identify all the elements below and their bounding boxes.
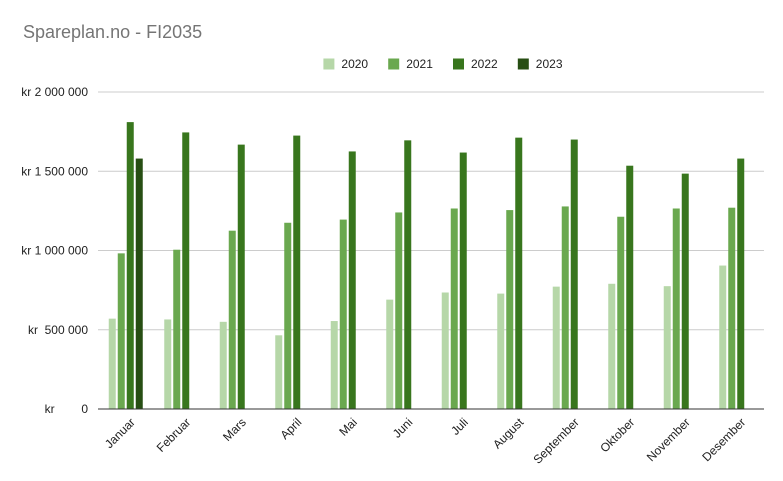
- bar-2020-desember: [719, 265, 727, 409]
- x-tick-label: Juni: [390, 415, 415, 440]
- legend-item-2021: 2021: [388, 57, 433, 71]
- bar-2021-september: [561, 206, 569, 409]
- y-tick-label: kr 500 000: [28, 323, 88, 337]
- bar-2022-desember: [737, 158, 745, 409]
- x-tick-label: September: [530, 415, 581, 466]
- legend-swatch: [323, 58, 335, 70]
- x-tick-label: Februar: [154, 415, 194, 455]
- bar-2021-februar: [173, 249, 181, 409]
- bar-2022-mars: [237, 144, 245, 409]
- bar-2021-juli: [450, 208, 458, 409]
- x-axis: Januar Februar Mars April Mai Juni Juli August S…: [98, 408, 764, 467]
- chart-title: Spareplan.no - FI2035: [23, 22, 202, 42]
- x-tick-label: November: [644, 415, 693, 464]
- x-tick-label: Mai: [336, 415, 360, 439]
- x-tick-label: Januar: [102, 415, 138, 451]
- bar-2021-desember: [728, 207, 736, 409]
- legend-item-2022: 2022: [453, 57, 498, 71]
- bar-2022-januar: [126, 122, 134, 410]
- x-tick-label: Oktober: [597, 415, 637, 455]
- grid: [98, 91, 764, 331]
- legend-swatch: [453, 58, 464, 70]
- legend-item-2023: 2023: [517, 57, 563, 71]
- bar-2022-september: [570, 139, 578, 410]
- bar-2022-juli: [459, 152, 467, 409]
- bar-2021-november: [672, 208, 680, 409]
- legend-label: 2021: [406, 57, 433, 71]
- bar-2020-januar: [108, 318, 116, 409]
- x-tick-label: Mars: [220, 415, 249, 444]
- bar-2022-oktober: [626, 165, 634, 409]
- legend-label: 2020: [341, 57, 368, 71]
- y-axis: kr 0 kr 500 000 kr 1 000 000 kr 1 500 000 kr…: [21, 85, 88, 416]
- legend-swatch: [388, 58, 400, 70]
- bar-2020-november: [663, 286, 671, 409]
- bars: [108, 122, 745, 410]
- bar-2020-september: [552, 286, 560, 409]
- bar-2022-august: [515, 137, 523, 409]
- bar-2022-november: [681, 173, 689, 409]
- y-tick-label: kr 2 000 000: [21, 85, 88, 99]
- bar-2020-juni: [386, 299, 394, 409]
- x-tick-label: April: [277, 415, 304, 442]
- y-tick-label: kr 0: [45, 402, 89, 416]
- y-tick-label: kr 1 000 000: [21, 244, 88, 258]
- bar-2021-oktober: [617, 216, 625, 409]
- bar-2022-april: [293, 135, 301, 409]
- bar-2020-august: [497, 293, 505, 409]
- bar-2021-mai: [339, 219, 347, 409]
- bar-2021-juni: [395, 212, 403, 409]
- x-tick-label: Desember: [699, 415, 748, 464]
- legend-label: 2023: [536, 57, 563, 71]
- y-tick-label: kr 1 500 000: [21, 164, 88, 178]
- bar-2021-januar: [117, 253, 125, 409]
- bar-2020-mars: [219, 321, 227, 409]
- bar-2022-februar: [182, 132, 190, 410]
- legend-swatch: [517, 58, 529, 70]
- bar-2022-mai: [348, 151, 356, 409]
- bar-2020-april: [275, 335, 283, 409]
- legend: 2020 2021 2022 2023: [323, 57, 563, 71]
- legend-item-2020: 2020: [323, 57, 368, 71]
- bar-2021-april: [284, 222, 292, 409]
- bar-2020-mai: [330, 321, 338, 409]
- bar-2022-juni: [404, 140, 412, 409]
- bar-2020-juli: [441, 292, 449, 409]
- bar-2021-mars: [228, 230, 236, 409]
- bar-2021-august: [506, 210, 514, 409]
- bar-2020-februar: [164, 319, 172, 409]
- bar-2020-oktober: [608, 283, 616, 409]
- x-tick-label: August: [490, 415, 527, 452]
- x-tick-label: Juli: [448, 415, 471, 438]
- legend-label: 2022: [471, 57, 498, 71]
- bar-2023-januar: [135, 158, 143, 409]
